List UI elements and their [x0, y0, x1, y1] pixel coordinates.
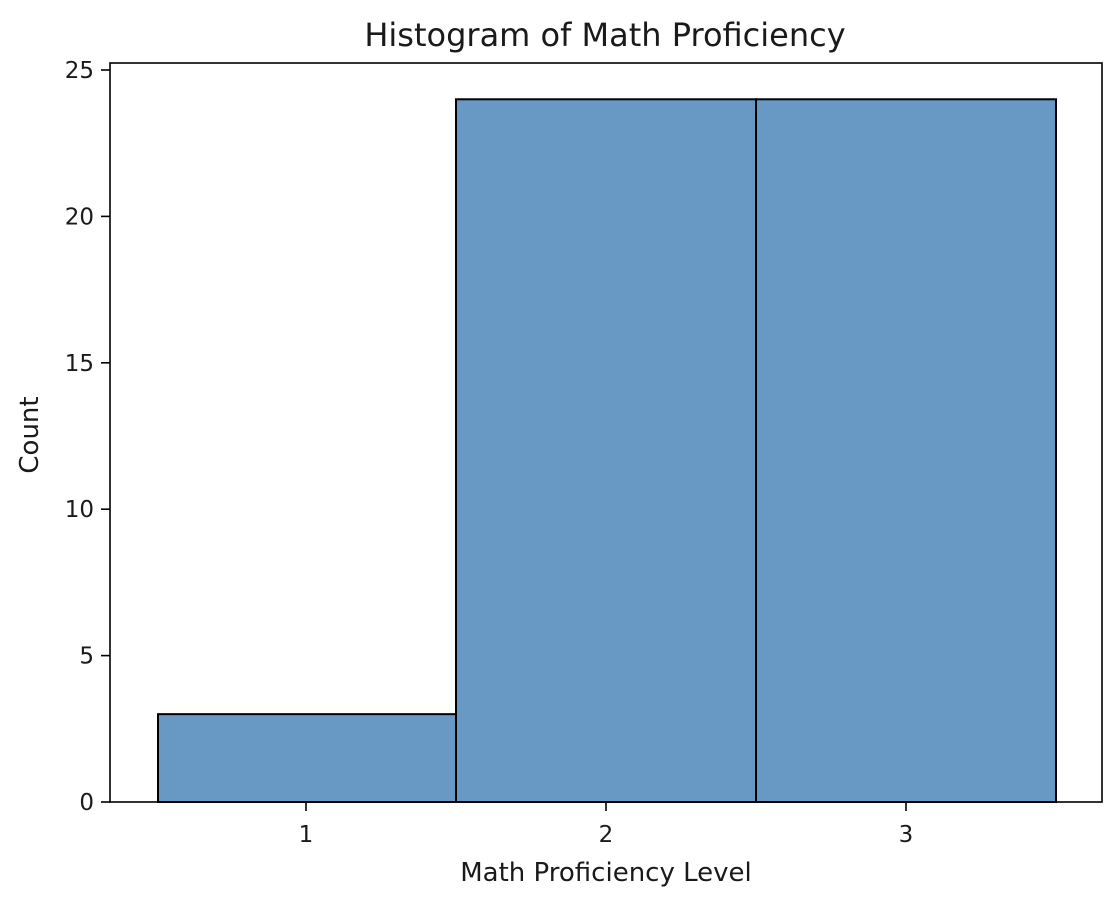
- y-tick-label: 25: [65, 58, 94, 84]
- chart-title: Histogram of Math Proficiency: [364, 16, 845, 54]
- x-tick-label: 1: [299, 822, 314, 848]
- plot-frame: [109, 62, 1103, 803]
- x-tick-label: 2: [599, 822, 614, 848]
- y-tick-label: 20: [65, 204, 94, 230]
- y-tick-label: 0: [79, 790, 94, 816]
- y-tick-label: 5: [79, 644, 94, 670]
- x-axis-label: Math Proficiency Level: [460, 858, 752, 888]
- x-tick-label: 3: [899, 822, 914, 848]
- x-axis: 1 2 3: [299, 802, 914, 848]
- y-tick-label: 15: [65, 351, 94, 377]
- bars-group: [157, 98, 1057, 803]
- y-axis: 0 5 10 15 20 25: [65, 58, 110, 816]
- bar-1: [157, 713, 457, 803]
- bar-3: [755, 98, 1057, 803]
- bar-2: [455, 98, 757, 803]
- y-axis-label: Count: [15, 396, 45, 473]
- y-tick-label: 10: [65, 497, 94, 523]
